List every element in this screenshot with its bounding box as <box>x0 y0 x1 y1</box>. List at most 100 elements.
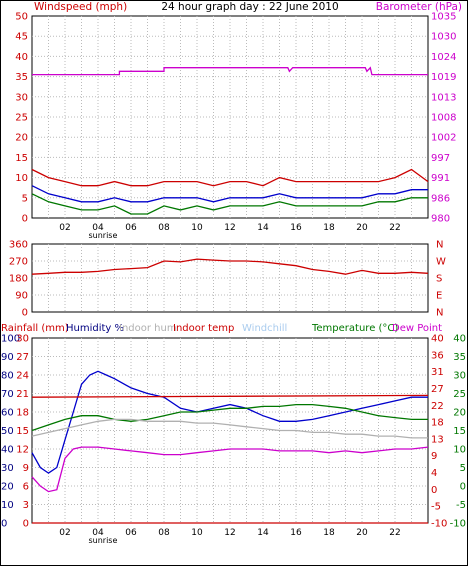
humidity-tick-label: 40 <box>1 445 14 456</box>
direction-tick-label: 180 <box>9 274 28 285</box>
legend-dew-point: Dew Point <box>392 323 442 334</box>
barometer-axis-label: Barometer (hPa) <box>376 1 462 13</box>
barometer-tick-label: 1008 <box>431 113 456 124</box>
wind-direction-line <box>31 258 429 275</box>
x-tick-label: 08 <box>158 528 170 538</box>
x-tick-label: 14 <box>257 528 269 538</box>
wind-tick-label: 15 <box>15 153 28 164</box>
chart-title: 24 hour graph day : 22 June 2010 <box>161 1 338 13</box>
indoor-temp-tick-label: 40 <box>431 334 444 345</box>
direction-tick-label: 360 <box>9 240 28 251</box>
indoor-temp-tick-label: 22 <box>431 401 444 412</box>
humidity-tick-label: 50 <box>1 426 14 437</box>
humidity-line <box>31 370 428 474</box>
temperature-tick-label: 30 <box>453 371 466 382</box>
sunrise-label: sunrise <box>88 231 117 240</box>
rainfall-tick-label: 21 <box>16 389 29 400</box>
dew-point-line <box>31 446 429 493</box>
x-tick-label: 12 <box>224 223 235 233</box>
compass-tick-label: N <box>436 308 443 319</box>
legend-humidity: Humidity % <box>66 323 124 334</box>
x-tick-label: 16 <box>290 528 302 538</box>
indoor-temp-tick-label: 13 <box>431 434 444 445</box>
temperature-tick-label: 5 <box>460 463 466 474</box>
x-tick-label: 22 <box>389 528 400 538</box>
humidity-tick-label: 90 <box>1 352 14 363</box>
temperature-line <box>31 403 428 432</box>
direction-tick-label: 90 <box>15 291 28 302</box>
x-tick-label: 14 <box>257 223 269 233</box>
indoor-temp-tick-label: 36 <box>431 350 444 361</box>
x-tick-label: 10 <box>191 528 203 538</box>
barometer-tick-label: 1024 <box>431 52 456 63</box>
sunrise-label: sunrise <box>88 536 117 545</box>
rainfall-tick-label: 18 <box>16 408 29 419</box>
wind-tick-label: 30 <box>15 92 28 103</box>
wind-tick-label: 0 <box>22 214 28 225</box>
barometer-tick-label: 1019 <box>431 72 456 83</box>
barometer-tick-label: 991 <box>431 173 450 184</box>
compass-tick-label: E <box>436 291 442 302</box>
temperature-tick-label: 40 <box>453 334 466 345</box>
x-tick-label: 02 <box>59 528 70 538</box>
temperature-tick-label: 20 <box>453 408 466 419</box>
indoor-temp-tick-label: 9 <box>431 451 437 462</box>
direction-tick-label: 0 <box>22 308 28 319</box>
barometer-line <box>32 66 428 76</box>
rainfall-tick-label: 9 <box>23 463 29 474</box>
x-tick-label: 04 <box>92 528 104 538</box>
x-tick-label: 12 <box>224 528 235 538</box>
temperature-tick-label: 10 <box>453 445 466 456</box>
barometer-tick-label: 980 <box>431 214 450 225</box>
x-tick-label: 18 <box>323 223 335 233</box>
wind-tick-label: 5 <box>22 193 28 204</box>
indoor-temp-tick-label: 4 <box>431 468 437 479</box>
wind-average-line <box>31 185 428 203</box>
humidity-tick-label: 30 <box>1 463 14 474</box>
barometer-tick-label: 986 <box>431 193 450 204</box>
rainfall-tick-label: 6 <box>23 482 29 493</box>
barometer-tick-label: 1013 <box>431 92 456 103</box>
temperature-tick-label: -10 <box>450 519 466 530</box>
rainfall-tick-label: 30 <box>16 334 29 345</box>
x-tick-label: 10 <box>191 223 203 233</box>
compass-tick-label: S <box>436 274 442 285</box>
wind-tick-label: 10 <box>15 173 28 184</box>
direction-tick-label: 270 <box>9 257 28 268</box>
x-tick-label: 06 <box>125 223 137 233</box>
temperature-tick-label: 25 <box>453 389 466 400</box>
indoor-temp-tick-label: -10 <box>431 519 447 530</box>
x-tick-label: 20 <box>356 223 368 233</box>
barometer-tick-label: 1030 <box>431 32 456 43</box>
humidity-tick-label: 20 <box>1 482 14 493</box>
wind-speed-line <box>31 193 428 215</box>
humidity-tick-label: 100 <box>1 334 20 345</box>
barometer-tick-label: 997 <box>431 153 450 164</box>
temperature-tick-label: 35 <box>453 352 466 363</box>
legend-rainfall: Rainfall (mm) <box>1 323 69 334</box>
temperature-tick-label: 0 <box>460 482 466 493</box>
indoor-temp-tick-label: 0 <box>431 485 437 496</box>
x-tick-label: 20 <box>356 528 368 538</box>
indoor-temp-tick-label: 31 <box>431 367 444 378</box>
indoor-temp-tick-label: -5 <box>431 502 441 513</box>
wind-tick-label: 20 <box>15 133 28 144</box>
legend-indoor-temp: Indoor temp <box>173 323 234 334</box>
rainfall-tick-label: 15 <box>16 426 29 437</box>
barometer-tick-label: 1002 <box>431 133 456 144</box>
wind-tick-label: 50 <box>15 12 28 23</box>
indoor-temp-line <box>31 394 429 398</box>
wind-tick-label: 45 <box>15 32 28 43</box>
humidity-tick-label: 70 <box>1 389 14 400</box>
indoor-temp-tick-label: 18 <box>431 418 444 429</box>
x-tick-label: 22 <box>389 223 400 233</box>
x-tick-label: 18 <box>323 528 335 538</box>
rainfall-tick-label: 3 <box>23 500 29 511</box>
rainfall-tick-label: 24 <box>16 371 29 382</box>
legend-indoor-hum: Indoor hum <box>119 323 177 334</box>
temperature-tick-label: 15 <box>453 426 466 437</box>
wind-axis-label: Windspeed (mph) <box>34 1 127 13</box>
humidity-tick-label: 10 <box>1 500 14 511</box>
